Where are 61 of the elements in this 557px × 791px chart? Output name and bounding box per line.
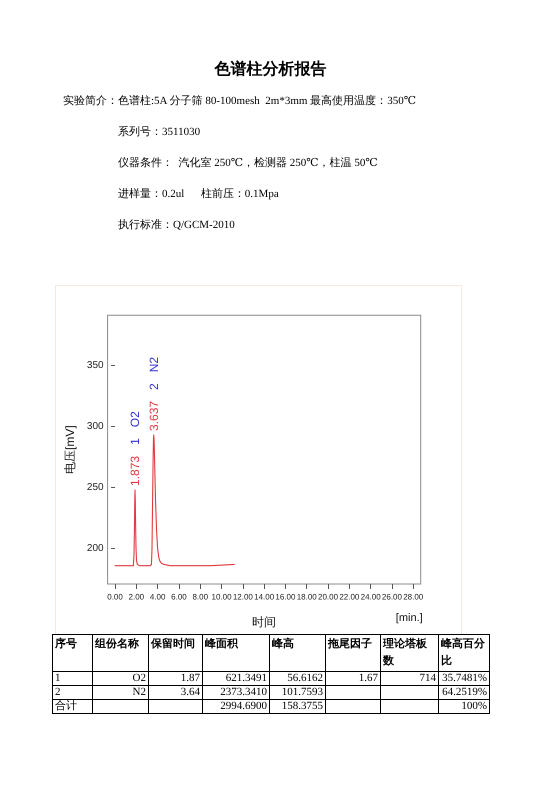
- x-tick-label: 18.00: [296, 592, 318, 602]
- annotation: 1.873: [128, 456, 142, 486]
- text: 56.6162: [287, 672, 323, 684]
- text: N2: [132, 686, 146, 698]
- text: O2: [132, 672, 146, 684]
- text: 621.3491: [226, 672, 267, 684]
- category-label: 峰高百分比: [441, 638, 485, 667]
- x-tick-label: 4.00: [150, 592, 166, 602]
- annotation: 2: [146, 382, 161, 390]
- text: 色谱柱分析报告: [214, 61, 326, 78]
- x-tick-label: 20.00: [318, 592, 339, 602]
- x-tick-label: 10.00: [212, 592, 232, 602]
- line-series: [114, 434, 235, 566]
- text: 714: [420, 672, 436, 684]
- x-tick-label: 28.00: [403, 592, 424, 602]
- y-tick-label: 200: [86, 543, 104, 554]
- x-tick-label: 2.00: [128, 592, 145, 602]
- text: 仪器条件： 汽化室 250℃，检测器 250℃，柱温 50℃: [118, 157, 378, 169]
- text: 2373.3410: [220, 686, 267, 698]
- y-tick-label: 250: [86, 482, 104, 494]
- text: 100%: [461, 700, 487, 712]
- text: 实验简介：色谱柱:5A 分子筛 80-100mesh 2m*3mm 最高使用温度：350℃: [63, 95, 416, 107]
- y-tick-label: 300: [86, 420, 104, 432]
- text: 64.2519%: [442, 686, 487, 698]
- x-tick-label: 14.00: [254, 592, 275, 602]
- text: [min.]: [396, 612, 423, 624]
- text: 101.7593: [282, 686, 323, 698]
- text: 1.87: [180, 672, 200, 684]
- x-tick-label: 24.00: [360, 592, 382, 602]
- x-axis-title: 时间: [252, 615, 276, 629]
- category-label: 理论塔板数: [383, 638, 427, 667]
- text: 2994.6900: [220, 700, 267, 712]
- annotation: O2: [128, 410, 142, 428]
- text: 158.3755: [282, 700, 323, 712]
- x-tick-label: 0.00: [107, 592, 124, 602]
- text: 2: [55, 686, 60, 698]
- x-tick-label: 12.00: [232, 592, 254, 602]
- text: 1: [55, 672, 60, 684]
- category-label: 峰高: [272, 638, 294, 650]
- text: 3.64: [180, 686, 200, 698]
- x-tick-label: 6.00: [171, 592, 188, 602]
- x-tick-label: 8.00: [192, 592, 209, 602]
- text: 1.67: [358, 672, 378, 684]
- annotation: 1: [128, 438, 142, 445]
- text: 进样量：0.2ul 柱前压：0.1Mpa: [118, 188, 279, 200]
- annotation: 3.637: [146, 400, 161, 431]
- y-tick-label: 350: [86, 360, 104, 371]
- x-tick-label: 16.00: [275, 592, 296, 602]
- annotation: N2: [146, 356, 161, 372]
- x-tick-label: 22.00: [339, 592, 360, 602]
- category-label: 峰面积: [205, 638, 238, 650]
- y-axis-title: 电压[mV]: [63, 425, 77, 474]
- text: 执行标准：Q/GCM-2010: [118, 219, 235, 231]
- category-label: 保留时间: [151, 638, 195, 650]
- text: 35.7481%: [442, 672, 487, 684]
- category-label: 拖尾因子: [328, 638, 372, 650]
- text: 系列号：3511030: [118, 126, 200, 138]
- text: 合计: [55, 700, 77, 712]
- category-label: 序号: [55, 638, 77, 650]
- x-tick-label: 26.00: [382, 592, 402, 602]
- category-label: 组份名称: [95, 638, 139, 650]
